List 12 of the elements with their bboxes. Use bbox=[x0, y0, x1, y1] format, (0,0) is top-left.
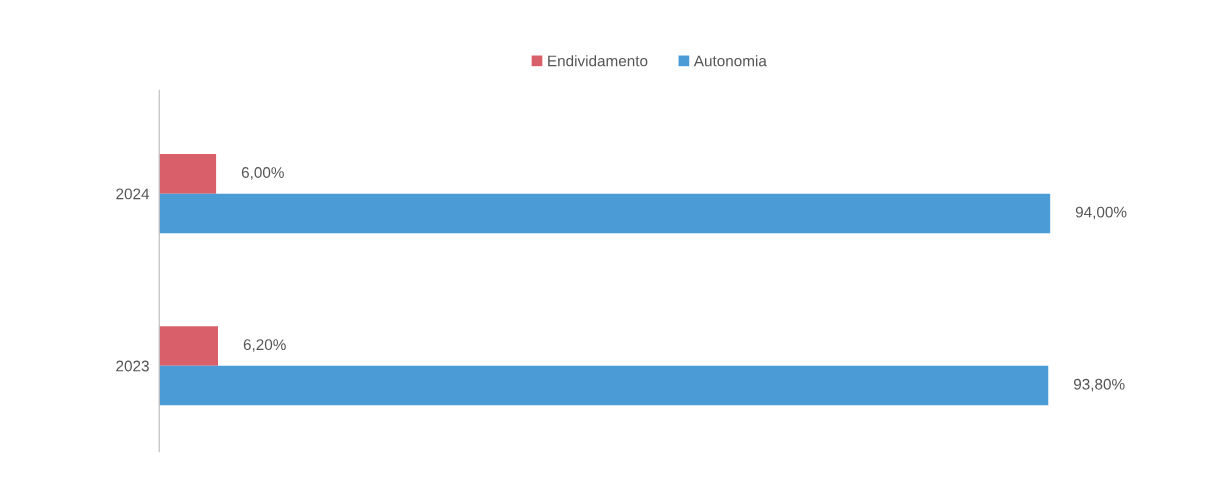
legend-label: Autonomia bbox=[693, 55, 767, 67]
y-tick-label: 2023 bbox=[116, 360, 149, 372]
data-label: 6,20% bbox=[243, 339, 286, 352]
bar bbox=[159, 326, 219, 366]
bar bbox=[159, 365, 1049, 406]
data-label: 93,80% bbox=[1073, 378, 1125, 392]
data-label: 94,00% bbox=[1075, 206, 1127, 220]
data-label: 6,00% bbox=[241, 167, 284, 180]
bar bbox=[159, 193, 1051, 234]
legend-label: Endividamento bbox=[548, 55, 648, 67]
y-tick-label: 2024 bbox=[116, 188, 150, 200]
bar bbox=[159, 154, 217, 194]
